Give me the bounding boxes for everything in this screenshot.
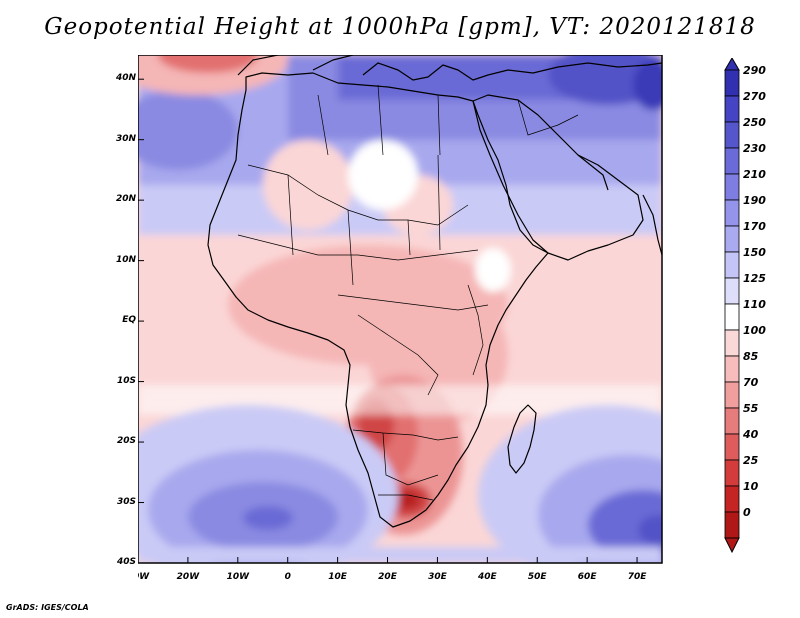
colorbar-swatch [724, 459, 740, 487]
india-coast [642, 194, 663, 256]
border-middle-east [517, 99, 579, 136]
lon-label: 10W [227, 572, 251, 582]
field-sahara-white [348, 140, 418, 210]
border-south [352, 429, 459, 441]
lon-label: 30E [428, 572, 448, 582]
colorbar-swatch [724, 407, 740, 435]
colorbar-label: 110 [743, 298, 766, 311]
lon-label: 0 [285, 572, 291, 582]
colorbar-label: 125 [743, 272, 766, 285]
colorbar-label: 100 [743, 324, 766, 337]
lat-label: EQ [122, 315, 136, 326]
border-sahel [237, 234, 479, 261]
field-se-blue-4 [638, 515, 662, 545]
field-se-blue-3 [588, 490, 662, 560]
lon-label: 60E [578, 572, 598, 582]
colorbar: 2902702502302101901701501251101008570554… [724, 58, 766, 554]
lat-label: 40N [115, 73, 136, 84]
colorbar-bottom-arrow [724, 537, 740, 554]
lon-label: 10E [328, 572, 348, 582]
lat-label: 40S [116, 557, 136, 567]
persian-gulf [577, 154, 609, 191]
colorbar-swatch [724, 173, 740, 201]
colorbar-top-arrow [724, 58, 740, 71]
height-field [138, 55, 662, 563]
country-borders [237, 84, 579, 501]
border-north-africa [317, 84, 441, 156]
colorbar-label: 190 [743, 194, 766, 207]
field-north-blue-7 [138, 90, 238, 170]
colorbar-label: 270 [743, 90, 766, 103]
colorbar-swatch [724, 95, 740, 123]
coastlines [207, 55, 663, 528]
border-botswana [382, 432, 439, 486]
border-south-africa [378, 494, 434, 501]
lat-label: 30S [116, 496, 136, 507]
colorbar-label: 40 [742, 428, 759, 441]
border-sahara [247, 164, 469, 226]
colorbar-swatch [724, 433, 740, 461]
madagascar [507, 404, 537, 474]
colorbar-swatch [724, 511, 740, 539]
colorbar-label: 25 [743, 454, 759, 467]
colorbar-label: 150 [743, 246, 766, 259]
map-title: Geopotential Height at 1000hPa [gpm], VT… [44, 14, 756, 40]
colorbar-label: 70 [743, 376, 759, 389]
border-west [287, 154, 441, 286]
field-safrica-red-5 [396, 491, 420, 509]
field-nw-red-2 [158, 55, 258, 73]
colorbar-swatch [724, 485, 740, 513]
plot-frame [138, 55, 663, 564]
colorbar-label: 290 [743, 64, 766, 77]
colorbar-swatch [724, 277, 740, 305]
europe-coast [237, 55, 663, 81]
lat-label: 10S [116, 375, 136, 386]
colorbar-swatch [724, 121, 740, 149]
colorbar-label: 0 [743, 506, 751, 519]
arabia [472, 94, 644, 261]
colorbar-swatch [724, 69, 740, 97]
colorbar-swatch [724, 303, 740, 331]
field-tropic-white [475, 248, 511, 292]
lon-label: 50E [528, 572, 548, 582]
lat-label: 30N [115, 133, 136, 144]
lon-label: 20W [177, 572, 201, 582]
grads-credit: GrADS: IGES/COLA [6, 603, 89, 612]
colorbar-swatch [724, 251, 740, 279]
axis-ticks: 30W 20W 10W 0 10E 20E 30E 40E 50E 60E 70E [138, 78, 648, 582]
lat-label: 10N [115, 254, 136, 265]
colorbar-label: 55 [743, 402, 759, 415]
colorbar-label: 85 [743, 350, 759, 363]
colorbar-swatch [724, 355, 740, 383]
field-north-blue-5 [548, 55, 662, 105]
field-sw-blue-4 [243, 506, 293, 530]
geopotential-map: 30W 20W 10W 0 10E 20E 30E 40E 50E 60E 70E [138, 55, 663, 582]
lat-label: 20S [116, 436, 136, 447]
colorbar-swatch [724, 381, 740, 409]
border-central [337, 294, 489, 311]
border-congo [357, 314, 439, 396]
colorbar-label: 210 [743, 168, 766, 181]
field-sahara-red-1 [263, 140, 353, 230]
colorbar-label: 230 [743, 142, 766, 155]
lon-label: 20E [378, 572, 398, 582]
field-south-edge [138, 547, 662, 563]
border-east [467, 284, 484, 376]
field-north-blue-6 [633, 60, 662, 110]
lat-label: 20N [115, 194, 136, 205]
lon-label: 40E [477, 572, 498, 582]
lon-label: 70E [628, 572, 648, 582]
colorbar-swatch [724, 199, 740, 227]
colorbar-label: 170 [743, 220, 766, 233]
colorbar-swatch [724, 225, 740, 253]
colorbar-swatch [724, 329, 740, 357]
colorbar-swatch [724, 147, 740, 175]
lat-labels: 40N 30N 20N 10N EQ 10S 20S 30S 40S [100, 55, 136, 567]
colorbar-label: 10 [743, 480, 759, 493]
colorbar-label: 250 [743, 116, 766, 129]
lon-label: 30W [138, 572, 150, 582]
